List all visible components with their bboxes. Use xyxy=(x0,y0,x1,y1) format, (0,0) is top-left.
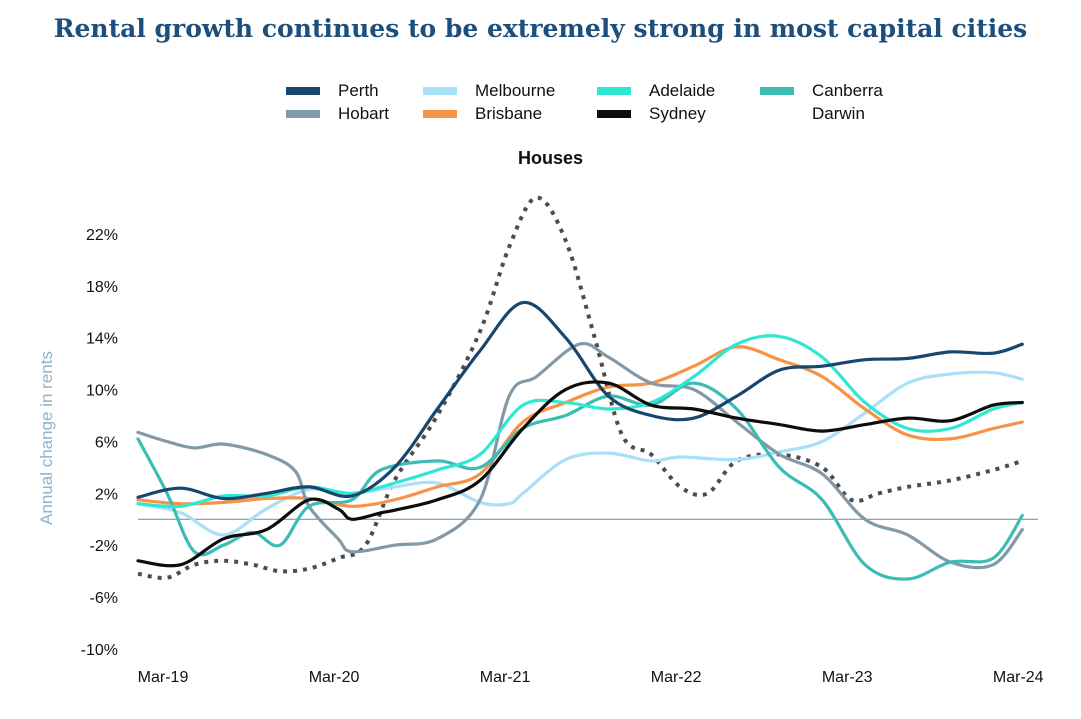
panel-title: Houses xyxy=(517,148,584,168)
legend-swatch xyxy=(597,87,631,95)
y-tick-label: -2% xyxy=(90,538,118,555)
series-line-brisbane xyxy=(136,345,1024,508)
legend-item-perth: Perth xyxy=(286,80,379,102)
y-tick-label: -6% xyxy=(90,590,118,607)
y-tick-label: 22% xyxy=(86,227,118,244)
legend-label: Perth xyxy=(338,81,379,100)
y-tick-label: 18% xyxy=(86,279,118,296)
legend-item-darwin: Darwin xyxy=(760,103,865,125)
legend-item-adelaide: Adelaide xyxy=(597,80,715,102)
x-tick-label: Mar-24 xyxy=(993,669,1044,686)
legend-label: Melbourne xyxy=(475,81,556,100)
series-line-sydney xyxy=(136,380,1024,568)
x-tick-label: Mar-22 xyxy=(651,669,702,686)
x-tick-label: Mar-23 xyxy=(822,669,873,686)
series-line-canberra xyxy=(136,381,1024,581)
legend-swatch xyxy=(286,110,320,118)
series-line-adelaide xyxy=(136,334,1024,509)
series-line-melbourne xyxy=(136,370,1024,537)
legend-item-brisbane: Brisbane xyxy=(423,103,542,125)
y-tick-label: 14% xyxy=(86,331,118,348)
legend-label: Canberra xyxy=(812,81,883,100)
x-tick-label: Mar-21 xyxy=(480,669,531,686)
y-tick-label: 10% xyxy=(86,383,118,400)
legend-swatch xyxy=(423,87,457,95)
legend-label: Darwin xyxy=(812,104,865,123)
y-tick-label: 6% xyxy=(95,434,118,451)
legend-item-sydney: Sydney xyxy=(597,103,706,125)
legend: Perth Melbourne Adelaide Canberra Hobart Bris… xyxy=(286,80,926,128)
x-tick-label: Mar-19 xyxy=(138,669,189,686)
y-tick-label: -10% xyxy=(81,642,118,659)
legend-item-melbourne: Melbourne xyxy=(423,80,555,102)
legend-label: Brisbane xyxy=(475,104,543,123)
legend-label: Adelaide xyxy=(649,81,716,100)
series-line-hobart xyxy=(136,341,1024,570)
series-line-darwin xyxy=(137,195,1023,580)
series-line-perth xyxy=(136,300,1024,501)
legend-label: Hobart xyxy=(338,104,390,123)
legend-swatch xyxy=(423,110,457,118)
chart-title: Rental growth continues to be extremely … xyxy=(53,14,1028,43)
legend-swatch xyxy=(597,110,631,118)
legend-item-canberra: Canberra xyxy=(760,80,883,102)
x-tick-label: Mar-20 xyxy=(309,669,360,686)
legend-label: Sydney xyxy=(649,104,706,123)
y-tick-label: 2% xyxy=(95,486,118,503)
legend-swatch xyxy=(286,87,320,95)
legend-item-hobart: Hobart xyxy=(286,103,389,125)
legend-swatch xyxy=(760,87,794,95)
